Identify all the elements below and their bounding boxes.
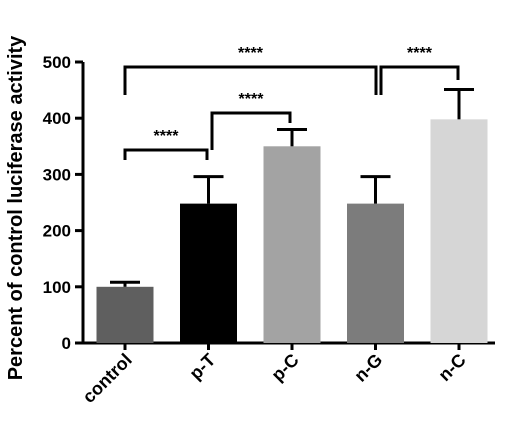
x-tick-labels: control p-T p-C n-G n-C [79, 350, 470, 407]
y-tick-label-0: 0 [62, 334, 71, 353]
error-bar-p-C [277, 127, 307, 147]
significance-label: **** [154, 128, 180, 145]
x-tick-label-n-C: n-C [434, 350, 469, 385]
y-tick-label-100: 100 [43, 278, 71, 297]
y-tick-label-500: 500 [43, 53, 71, 72]
y-tick-label-200: 200 [43, 222, 71, 241]
significance-bracket-n-G-n-C: **** [379, 45, 460, 95]
significance-bracket-control-n-G: **** [123, 45, 378, 95]
significance-label: **** [407, 45, 433, 62]
significance-label: **** [238, 45, 264, 62]
bracket-line [123, 148, 209, 160]
y-axis-title: Percent of control luciferase activity [5, 35, 27, 380]
y-tick-label-400: 400 [43, 109, 71, 128]
x-tick-label-n-G: n-G [350, 350, 386, 386]
bracket-line [210, 111, 292, 150]
y-tick-label-300: 300 [43, 165, 71, 184]
error-bar-p-T [193, 175, 224, 204]
bar-p-T [180, 203, 237, 343]
significance-bracket-control-p-T: **** [123, 128, 209, 160]
x-tick-label-control: control [79, 350, 136, 407]
x-tick-label-p-C: p-C [267, 350, 302, 385]
bar-n-C [430, 119, 488, 343]
significance-label: **** [239, 91, 265, 108]
significance-bracket-p-T-p-C: **** [210, 91, 292, 150]
significance-brackets: **** **** **** **** [123, 45, 460, 160]
error-bar-n-C [444, 88, 474, 120]
bracket-line [123, 65, 378, 95]
bar-control [96, 286, 154, 343]
error-bar-control [110, 280, 140, 287]
bars [96, 119, 488, 343]
x-tick-label-p-T: p-T [185, 350, 219, 384]
bracket-line [379, 65, 460, 95]
error-bars [110, 88, 474, 287]
error-bar-n-G [360, 175, 391, 204]
bar-n-G [347, 203, 404, 343]
bar-p-C [263, 146, 321, 343]
